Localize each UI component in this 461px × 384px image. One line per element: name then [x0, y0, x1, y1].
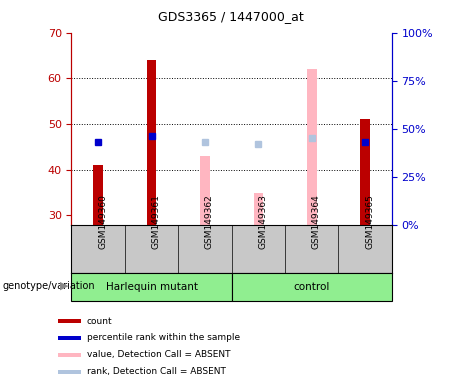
Text: GSM149360: GSM149360 [98, 194, 107, 249]
Text: count: count [87, 316, 112, 326]
Text: value, Detection Call = ABSENT: value, Detection Call = ABSENT [87, 350, 230, 359]
Text: genotype/variation: genotype/variation [2, 281, 95, 291]
Text: GSM149362: GSM149362 [205, 194, 214, 249]
Text: percentile rank within the sample: percentile rank within the sample [87, 333, 240, 343]
Bar [307, 69, 317, 225]
Bar [254, 193, 263, 225]
Bar [361, 119, 370, 225]
Text: GSM149361: GSM149361 [152, 194, 160, 249]
Bar [200, 156, 210, 225]
Text: Harlequin mutant: Harlequin mutant [106, 282, 198, 292]
Bar [58, 336, 81, 340]
Bar [58, 319, 81, 323]
Text: rank, Detection Call = ABSENT: rank, Detection Call = ABSENT [87, 367, 225, 376]
Bar [58, 353, 81, 357]
Text: GSM149364: GSM149364 [312, 194, 321, 249]
Text: control: control [294, 282, 330, 292]
Text: GSM149365: GSM149365 [365, 194, 374, 249]
Bar [58, 369, 81, 374]
Bar [71, 273, 231, 301]
Bar [231, 273, 392, 301]
Bar [93, 165, 103, 225]
Text: GSM149363: GSM149363 [258, 194, 267, 249]
Bar [147, 60, 156, 225]
Text: ▶: ▶ [60, 281, 68, 291]
Text: GDS3365 / 1447000_at: GDS3365 / 1447000_at [158, 10, 303, 23]
